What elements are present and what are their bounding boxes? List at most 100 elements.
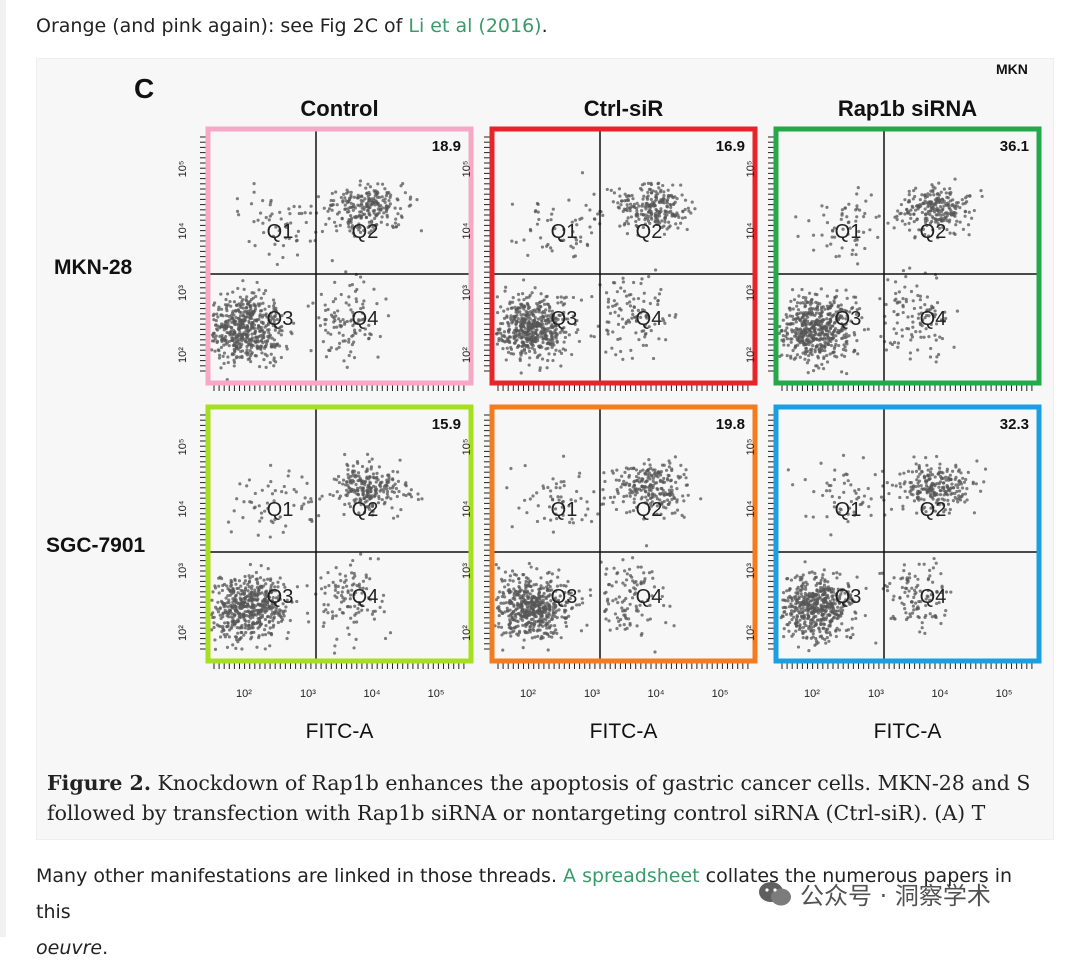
event-dot	[323, 592, 326, 595]
event-dot	[334, 297, 337, 300]
event-dot	[656, 303, 659, 306]
event-dot	[789, 300, 792, 303]
event-dot	[259, 576, 262, 579]
event-dot	[394, 218, 397, 221]
event-dot	[834, 334, 837, 337]
event-dot	[345, 585, 348, 588]
event-dot	[910, 290, 913, 293]
event-dot	[231, 605, 234, 608]
event-dot	[280, 356, 283, 359]
event-dot	[502, 310, 505, 313]
event-dot	[236, 632, 239, 635]
event-dot	[635, 468, 638, 471]
event-dot	[628, 492, 631, 495]
event-dot	[392, 484, 395, 487]
event-dot	[535, 583, 538, 586]
event-dot	[244, 620, 247, 623]
event-dot	[264, 624, 267, 627]
event-dot	[378, 465, 381, 468]
event-dot	[607, 332, 610, 335]
event-dot	[349, 480, 352, 483]
event-dot	[537, 218, 540, 221]
event-dot	[886, 278, 889, 281]
event-dot	[896, 301, 899, 304]
event-dot	[347, 303, 350, 306]
event-dot	[337, 317, 340, 320]
event-dot	[636, 202, 639, 205]
event-dot	[558, 486, 561, 489]
event-dot	[602, 471, 605, 474]
event-dot	[231, 643, 234, 646]
event-dot	[959, 221, 962, 224]
event-dot	[957, 201, 960, 204]
event-dot	[648, 463, 651, 466]
event-dot	[693, 207, 696, 210]
event-dot	[631, 313, 634, 316]
event-dot	[552, 530, 555, 533]
event-dot	[529, 580, 532, 583]
event-dot	[798, 334, 801, 337]
event-dot	[572, 246, 575, 249]
event-dot	[521, 608, 524, 611]
event-dot	[343, 321, 346, 324]
event-dot	[681, 210, 684, 213]
event-dot	[362, 299, 365, 302]
event-dot	[227, 521, 230, 524]
event-dot	[243, 626, 246, 629]
event-dot	[372, 197, 375, 200]
event-dot	[929, 355, 932, 358]
event-dot	[334, 314, 337, 317]
event-dot	[803, 332, 806, 335]
event-dot	[531, 319, 534, 322]
event-dot	[242, 500, 245, 503]
event-dot	[563, 340, 566, 343]
event-dot	[385, 487, 388, 490]
event-dot	[243, 575, 246, 578]
event-dot	[528, 363, 531, 366]
event-dot	[526, 591, 529, 594]
li-et-al-link[interactable]: Li et al (2016)	[408, 15, 541, 37]
event-dot	[375, 213, 378, 216]
event-dot	[217, 349, 220, 352]
event-dot	[332, 300, 335, 303]
event-dot	[233, 331, 236, 334]
event-dot	[937, 353, 940, 356]
event-dot	[357, 611, 360, 614]
event-dot	[826, 360, 829, 363]
event-dot	[416, 492, 419, 495]
event-dot	[829, 327, 832, 330]
event-dot	[288, 212, 291, 215]
event-dot	[657, 182, 660, 185]
event-dot	[262, 322, 265, 325]
event-dot	[381, 183, 384, 186]
event-dot	[799, 311, 802, 314]
event-dot	[552, 208, 555, 211]
event-dot	[335, 225, 338, 228]
event-dot	[350, 191, 353, 194]
event-dot	[252, 344, 255, 347]
event-dot	[267, 331, 270, 334]
event-dot	[654, 190, 657, 193]
event-dot	[547, 352, 550, 355]
event-dot	[535, 596, 538, 599]
event-dot	[415, 198, 418, 201]
event-dot	[258, 625, 261, 628]
event-dot	[628, 293, 631, 296]
event-dot	[542, 617, 545, 620]
event-dot	[352, 480, 355, 483]
quadrant-label: Q2	[636, 221, 663, 243]
event-dot	[537, 628, 540, 631]
event-dot	[322, 603, 325, 606]
event-dot	[581, 601, 584, 604]
event-dot	[245, 295, 248, 298]
event-dot	[235, 335, 238, 338]
event-dot	[386, 215, 389, 218]
event-dot	[336, 309, 339, 312]
event-dot	[622, 480, 625, 483]
event-dot	[510, 240, 513, 243]
event-dot	[247, 609, 250, 612]
event-dot	[342, 334, 345, 337]
event-dot	[950, 204, 953, 207]
event-dot	[896, 209, 899, 212]
event-dot	[787, 344, 790, 347]
